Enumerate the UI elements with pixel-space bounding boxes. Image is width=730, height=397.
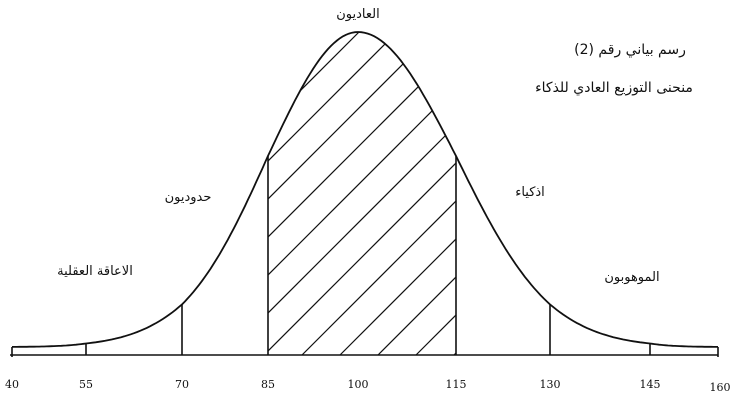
hatch-line (268, 32, 443, 355)
tick-label-85: 85 (261, 378, 275, 391)
tick-label-115: 115 (446, 378, 467, 391)
hatch-line (268, 32, 291, 355)
tick-label-55: 55 (79, 378, 93, 391)
tick-label-130: 130 (540, 378, 561, 391)
hatch-line (268, 32, 405, 355)
hatch-line (644, 25, 730, 355)
hatch-line (453, 32, 456, 355)
x-axis-ticks (11, 347, 719, 357)
hatch-line (377, 32, 456, 355)
hatch-line (268, 32, 456, 355)
average-region-hatching (268, 25, 730, 355)
x-tick-labels: 40 55 70 85 100 115 130 145 160 (5, 378, 730, 394)
tick-label-160: 160 (710, 381, 730, 394)
region-label-borderline: حدوديون (165, 190, 212, 205)
normal-curve (12, 31, 718, 348)
hatch-line (568, 25, 730, 355)
region-label-gifted: الموهوبون (604, 270, 659, 285)
caption-line-2: منحنى التوزيع العادي للذكاء (535, 80, 693, 96)
hatch-line (530, 25, 730, 355)
hatch-line (339, 32, 456, 355)
tick-label-70: 70 (175, 378, 189, 391)
hatch-line (606, 25, 730, 355)
hatch-line (268, 32, 367, 355)
region-label-mental-disability: الاعاقة العقلية (57, 264, 133, 279)
hatch-line (682, 25, 730, 355)
tick-label-100: 100 (348, 378, 369, 391)
caption-line-1: رسم بياني رقم (2) (574, 42, 686, 58)
tick-label-40: 40 (5, 378, 19, 391)
hatch-line (268, 32, 456, 355)
hatch-line (720, 25, 730, 355)
figure-caption: رسم بياني رقم (2) منحنى التوزيع العادي ل… (535, 42, 693, 96)
region-label-intelligent: اذكياء (515, 185, 545, 200)
hatch-line (268, 32, 456, 355)
region-boundaries (85, 155, 651, 355)
region-label-average: العاديون (336, 7, 379, 22)
tick-label-145: 145 (640, 378, 661, 391)
hatch-line (301, 32, 456, 355)
region-labels: الاعاقة العقلية حدوديون العاديون اذكياء … (57, 7, 659, 285)
hatch-line (415, 32, 456, 355)
